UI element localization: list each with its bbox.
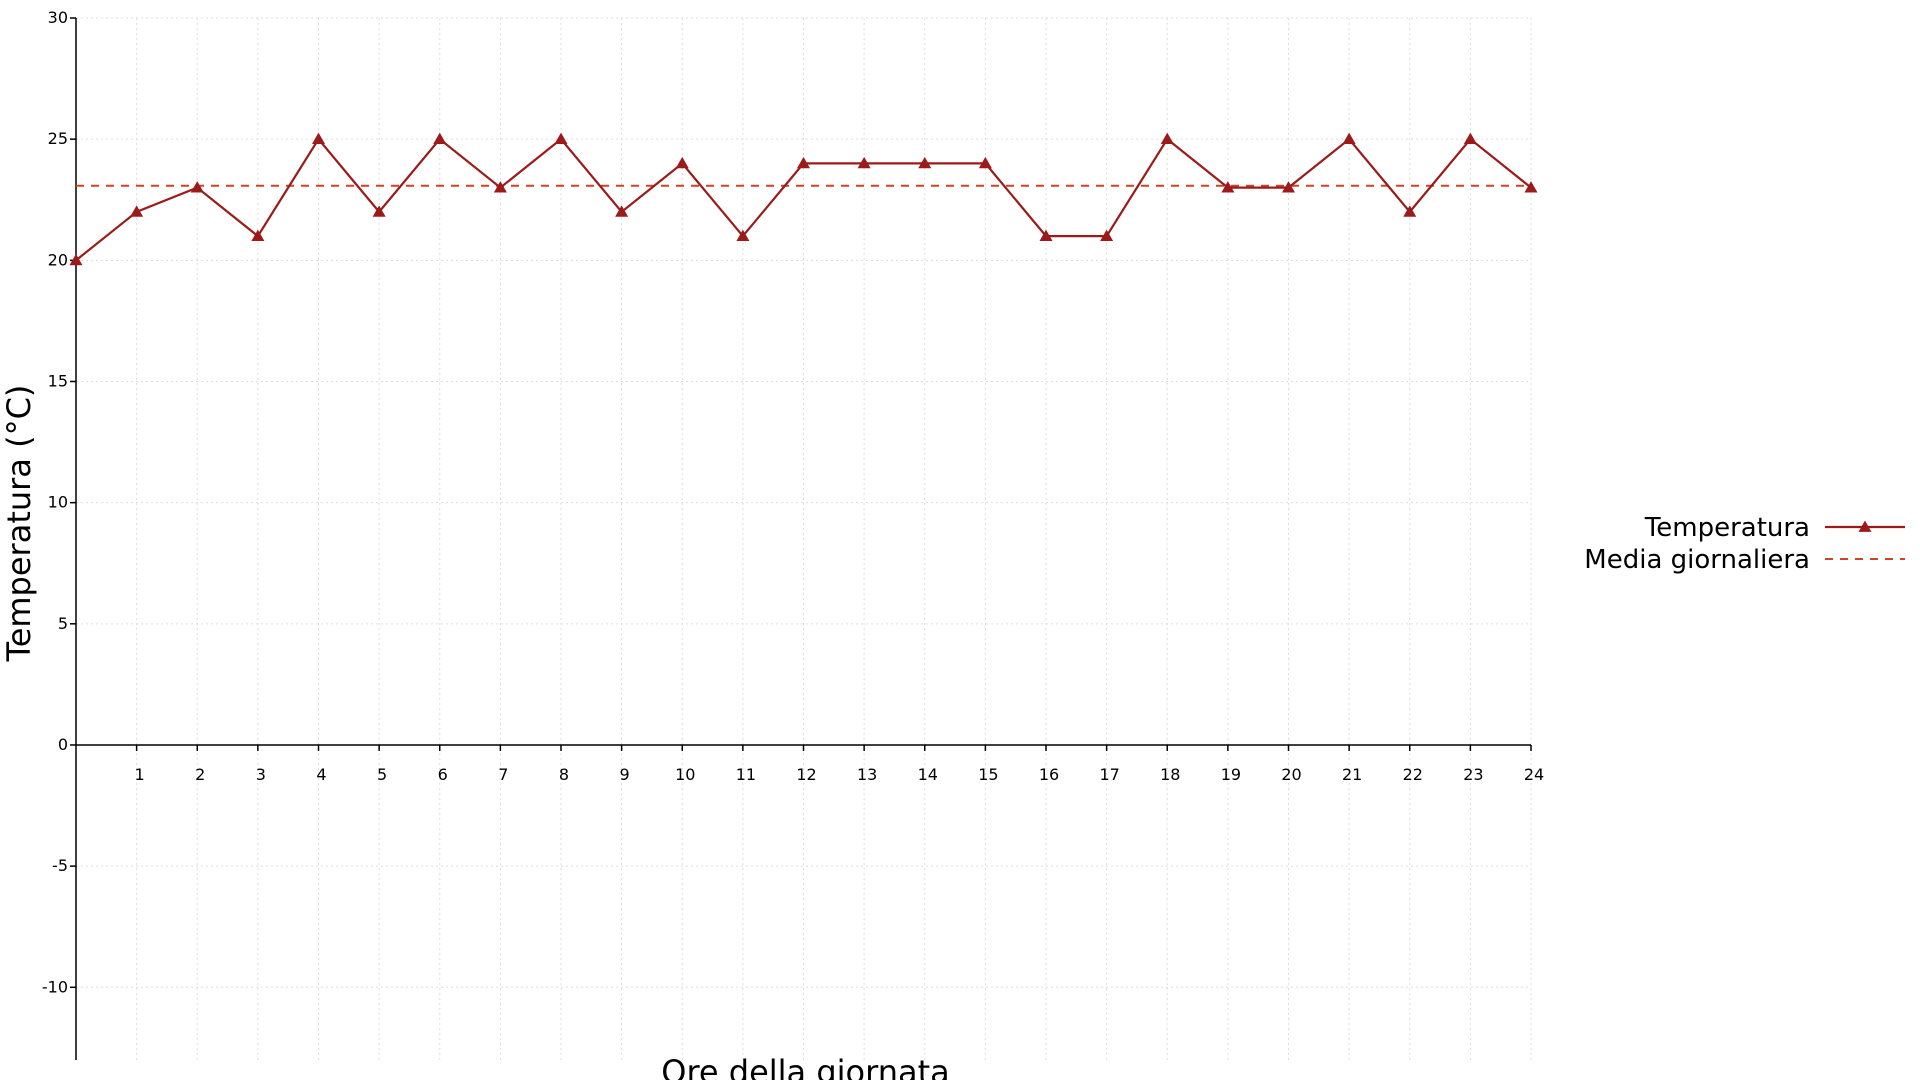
x-tick-label: 5 [377, 765, 387, 784]
x-tick-label: 22 [1403, 765, 1423, 784]
data-point-temperatura [1100, 229, 1114, 241]
legend-label-temperatura: Temperatura [1644, 513, 1810, 543]
data-point-temperatura [1039, 229, 1053, 241]
x-tick-label: 10 [675, 765, 695, 784]
y-axis-title: Temperatura (°C) [0, 385, 38, 663]
x-tick-label: 13 [857, 765, 877, 784]
y-tick-label: 10 [48, 493, 68, 512]
data-point-temperatura [978, 156, 992, 169]
x-tick-label: 1 [135, 765, 145, 784]
x-tick-label: 8 [559, 765, 569, 784]
data-point-temperatura [69, 253, 83, 266]
x-tick-label: 9 [620, 765, 630, 784]
data-point-temperatura [1524, 181, 1538, 193]
legend-marker-temperatura [1858, 520, 1872, 532]
y-tick-label: 0 [58, 735, 68, 754]
x-tick-label: 12 [796, 765, 816, 784]
y-tick-label: 20 [48, 250, 68, 269]
data-point-temperatura [130, 205, 144, 217]
data-point-temperatura [312, 132, 325, 145]
data-point-temperatura [797, 156, 810, 169]
y-tick-label: -5 [52, 856, 68, 875]
x-tick-label: 7 [498, 765, 508, 784]
y-tick-label: 30 [48, 8, 68, 27]
y-tick-label: 5 [58, 614, 68, 633]
x-tick-label: 16 [1039, 765, 1059, 784]
data-point-temperatura [190, 181, 204, 193]
x-tick-label: 21 [1342, 765, 1362, 784]
legend-label-media-giornaliera: Media giornaliera [1584, 545, 1810, 575]
y-tick-label: -10 [42, 977, 68, 996]
data-point-temperatura [554, 132, 568, 145]
x-tick-label: 24 [1524, 765, 1544, 784]
x-axis-title: Ore della giornata [661, 1053, 949, 1080]
grid [76, 17, 1532, 1060]
axes [70, 17, 1532, 1060]
x-tick-label: 4 [316, 765, 326, 784]
data-point-temperatura [1221, 181, 1235, 193]
x-tick-label: 17 [1099, 765, 1119, 784]
x-tick-label: 23 [1463, 765, 1483, 784]
data-point-temperatura [1403, 205, 1417, 217]
y-tick-label: 25 [48, 129, 68, 148]
data-point-temperatura [251, 229, 265, 241]
x-tick-label: 3 [256, 765, 266, 784]
data-point-temperatura [493, 181, 507, 193]
data-point-temperatura [372, 205, 386, 217]
x-tick-label: 18 [1160, 765, 1180, 784]
data-point-temperatura [736, 229, 750, 241]
x-tick-label: 15 [978, 765, 998, 784]
data-point-temperatura [1282, 181, 1295, 193]
data-point-temperatura [1160, 132, 1174, 145]
data-point-temperatura [857, 156, 871, 169]
data-point-temperatura [1342, 132, 1356, 145]
series-layer [69, 132, 1538, 266]
x-tick-label: 2 [195, 765, 205, 784]
x-tick-label: 20 [1281, 765, 1301, 784]
data-point-temperatura [918, 156, 932, 169]
data-point-temperatura [615, 205, 629, 217]
x-tick-label: 14 [918, 765, 938, 784]
data-point-temperatura [433, 132, 447, 145]
x-tick-label: 19 [1221, 765, 1241, 784]
x-tick-label: 6 [438, 765, 448, 784]
x-tick-label: 11 [736, 765, 756, 784]
data-point-temperatura [1463, 132, 1477, 145]
y-tick-label: 15 [48, 371, 68, 390]
data-point-temperatura [675, 156, 689, 169]
